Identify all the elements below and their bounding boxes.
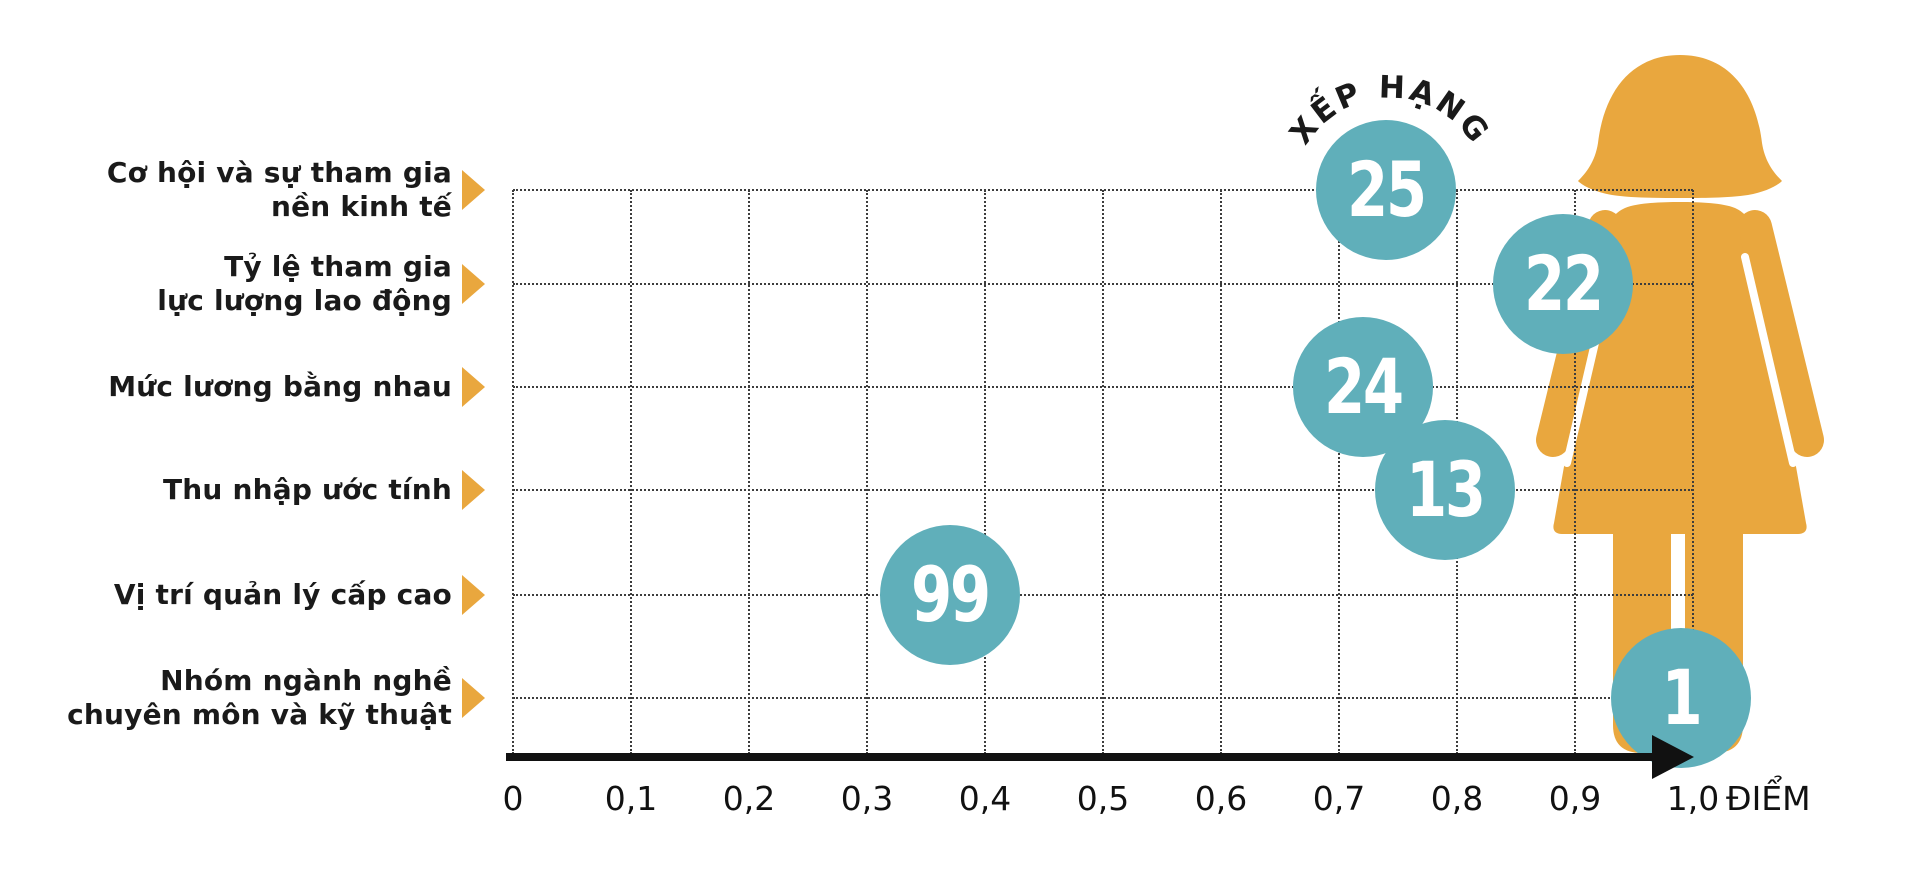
category-label-line: nền kinh tế bbox=[270, 190, 452, 223]
category-label-line: Thu nhập ước tính bbox=[162, 473, 452, 506]
category-label: Vị trí quản lý cấp cao bbox=[114, 578, 452, 612]
row-arrow-icon bbox=[462, 678, 485, 718]
rank-value: 13 bbox=[1406, 445, 1486, 534]
rank-bubble: 13 bbox=[1375, 420, 1516, 560]
tick-label: 1,0 bbox=[1666, 779, 1720, 818]
tick-label: 0,3 bbox=[840, 779, 894, 818]
tick-label: 0,7 bbox=[1312, 779, 1366, 818]
row-arrow-icon bbox=[462, 170, 485, 210]
category-label-line: lực lượng lao động bbox=[157, 284, 452, 317]
woman-head bbox=[1578, 55, 1782, 198]
grid-v-line bbox=[630, 190, 632, 754]
grid-h-line bbox=[513, 697, 1693, 699]
rank-value: 99 bbox=[910, 550, 991, 639]
category-label-line: Nhóm ngành nghề bbox=[160, 664, 452, 697]
grid-v-line bbox=[1220, 190, 1222, 754]
category-label-line: Cơ hội và sự tham gia bbox=[106, 156, 452, 189]
grid-v-line bbox=[1574, 190, 1576, 754]
category-label: Nhóm ngành nghề chuyên môn và kỹ thuật bbox=[67, 664, 452, 732]
tick-label: 0,5 bbox=[1076, 779, 1130, 818]
rank-bubble: 22 bbox=[1493, 214, 1634, 354]
grid-v-line bbox=[1102, 190, 1104, 754]
category-label-line: Tỷ lệ tham gia bbox=[224, 250, 452, 283]
woman-arm-slit-right bbox=[1741, 253, 1797, 467]
row-arrow-icon bbox=[462, 264, 485, 304]
tick-label: 0,1 bbox=[604, 779, 658, 818]
category-label: Cơ hội và sự tham gia nền kinh tế bbox=[107, 156, 452, 224]
category-label-line: Vị trí quản lý cấp cao bbox=[113, 578, 452, 611]
rank-value: 22 bbox=[1524, 239, 1604, 328]
tick-label: 0,8 bbox=[1430, 779, 1484, 818]
row-arrow-icon bbox=[462, 367, 485, 407]
rank-value: 24 bbox=[1323, 342, 1404, 431]
category-label: Tỷ lệ tham gia lực lượng lao động bbox=[157, 250, 452, 318]
rank-value: 25 bbox=[1347, 145, 1427, 234]
grid-h-line bbox=[513, 189, 1693, 191]
category-label-line: chuyên môn và kỹ thuật bbox=[67, 698, 452, 731]
grid-v-line bbox=[984, 190, 986, 754]
grid-v-line bbox=[512, 190, 514, 754]
tick-label: 0,4 bbox=[958, 779, 1012, 818]
grid-v-line bbox=[1338, 190, 1340, 754]
rank-bubble: 1 bbox=[1611, 628, 1752, 768]
grid-h-line bbox=[513, 283, 1693, 285]
grid-v-line bbox=[866, 190, 868, 754]
rank-bubble: 99 bbox=[879, 525, 1020, 665]
axis-arrowhead-icon bbox=[1652, 735, 1694, 779]
grid-h-line bbox=[513, 386, 1693, 388]
tick-label: 0,9 bbox=[1548, 779, 1602, 818]
row-arrow-icon bbox=[462, 470, 485, 510]
category-label-line: Mức lương bằng nhau bbox=[108, 370, 452, 403]
tick-label: 0,6 bbox=[1194, 779, 1248, 818]
rank-value: 1 bbox=[1661, 653, 1703, 742]
grid-h-line bbox=[513, 489, 1693, 491]
rank-arc-label: XẾP HẠNG bbox=[1283, 69, 1497, 151]
grid-h-line bbox=[513, 594, 1693, 596]
grid-v-line bbox=[748, 190, 750, 754]
rank-bubble: 25 bbox=[1316, 120, 1457, 260]
category-label: Mức lương bằng nhau bbox=[108, 370, 452, 404]
woman-arm-right bbox=[1738, 210, 1824, 457]
row-arrow-icon bbox=[462, 575, 485, 615]
axis-unit-label: ĐIỂM bbox=[1726, 779, 1811, 818]
category-label: Thu nhập ước tính bbox=[163, 473, 452, 507]
grid-v-line bbox=[1692, 190, 1694, 754]
tick-label: 0 bbox=[502, 779, 524, 818]
tick-label: 0,2 bbox=[722, 779, 776, 818]
